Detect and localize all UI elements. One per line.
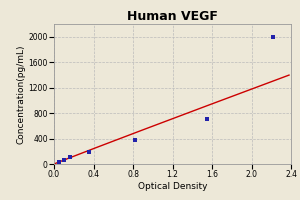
Title: Human VEGF: Human VEGF [127, 10, 218, 23]
X-axis label: Optical Density: Optical Density [138, 182, 207, 191]
Point [61, 158, 66, 161]
Point [86, 150, 91, 154]
Point [68, 155, 72, 159]
Point [205, 118, 209, 121]
Y-axis label: Concentration(pg/mL): Concentration(pg/mL) [16, 44, 26, 144]
Point [133, 138, 137, 141]
Point [56, 160, 61, 164]
Point [271, 35, 276, 38]
